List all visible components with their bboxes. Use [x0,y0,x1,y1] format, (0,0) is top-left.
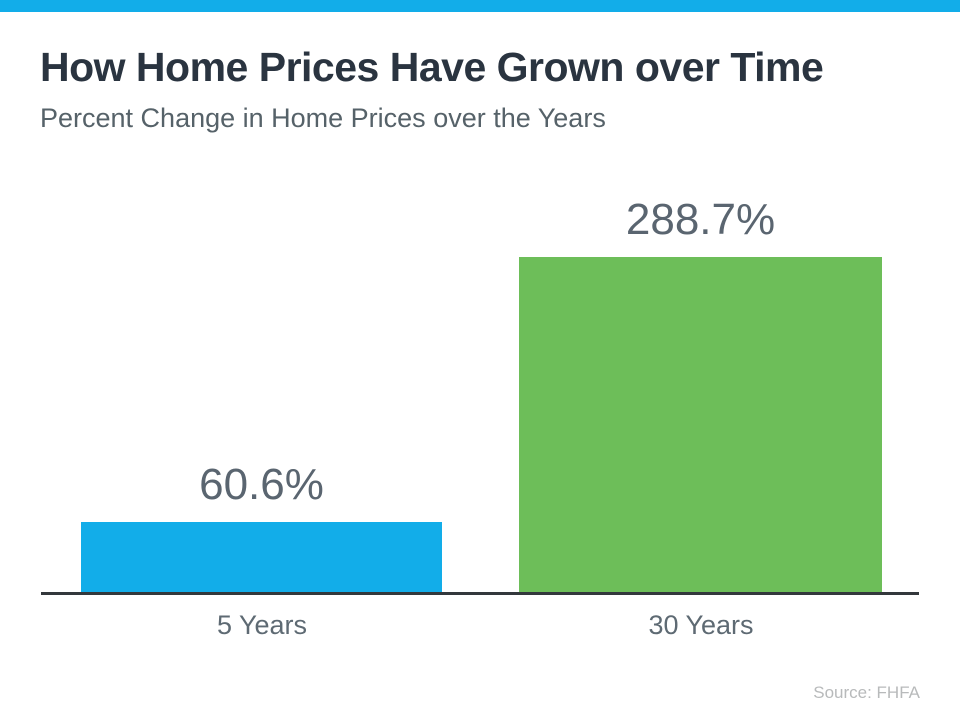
bar-5-years [81,522,442,592]
bar-group-30-years: 288.7% [519,195,882,592]
bar-group-5-years: 60.6% [81,460,442,592]
bar-30-years [519,257,882,592]
page-subtitle: Percent Change in Home Prices over the Y… [40,103,606,133]
top-accent-bar [0,0,960,12]
value-label-30-years: 288.7% [625,195,776,244]
value-label-5-years: 60.6% [199,460,324,509]
x-axis-line [41,592,919,595]
x-label-5-years: 5 Years [216,610,308,640]
page-title: How Home Prices Have Grown over Time [40,44,824,90]
x-label-30-years: 30 Years [648,610,754,640]
source-attribution: Source: FHFA [813,683,920,702]
